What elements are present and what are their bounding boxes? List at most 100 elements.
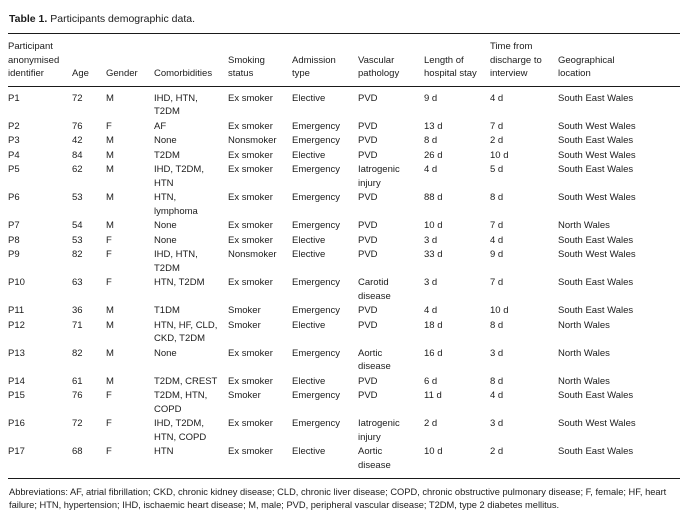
table-row: P17 68 F HTN Ex smoker Elective Aortic disease… [8,445,680,479]
col-header-smoking-status: Smoking status [228,33,292,87]
table-cell: 76 [72,120,83,132]
table-cell: P10 [8,277,25,288]
table-cell: Ex smoker [228,149,273,161]
table-cell: M [106,305,114,316]
table-cell: Emergency [292,192,341,203]
table-cell: Iatrogenic injury [358,418,400,443]
table-cell: Ex smoker [228,220,273,231]
table-row: P7 54 M None Ex smoker Emergency PVD 10 d 7 d Nor… [8,219,680,234]
table-cell: P14 [8,375,25,387]
table-cell: P3 [8,135,20,146]
table-cell: 16 d [424,347,443,359]
table-cell: Emergency [292,135,341,146]
table-cell: IHD, T2DM, HTN [154,164,204,189]
table-cell: Elective [292,234,326,246]
table-cell: 53 [72,234,83,246]
table-cell: 53 [72,192,83,203]
table-cell: T1DM [154,305,180,316]
table-row: P3 42 M None Nonsmoker Emergency PVD 8 d 2 d Sout… [8,134,680,149]
table-row: P12 71 M HTN, HF, CLD, CKD, T2DM Smoker Elect… [8,318,680,346]
table-cell: South West Wales [558,120,636,132]
table-cell: T2DM, HTN, COPD [154,390,208,415]
table-cell: South West Wales [558,192,636,203]
table-cell: Emergency [292,220,341,231]
table-cell: 4 d [490,390,504,401]
table-cell: 10 d [490,149,509,161]
table-cell: 36 [72,305,83,316]
table-cell: F [106,418,112,429]
table-cell: 63 [72,277,83,288]
table-cell: 8 d [490,375,504,387]
table-cell: F [106,277,112,288]
table-cell: PVD [358,234,378,246]
table-cell: P12 [8,319,25,331]
table-cell: South West Wales [558,249,636,260]
table-cell: IHD, T2DM, HTN, COPD [154,418,207,443]
table-cell: 18 d [424,319,443,331]
table-cell: South East Wales [558,164,634,175]
col-header-geographical-location: Geographical location [558,33,680,87]
table-cell: 7 d [490,220,504,231]
table-cell: 7 d [490,120,504,132]
table-cell: 9 d [490,249,504,260]
table-cell: Emergency [292,390,341,401]
table-cell: 4 d [424,164,438,175]
table-cell: Aortic disease [358,446,391,471]
table-cell: 10 d [424,446,443,457]
table-cell: North Wales [558,220,610,231]
table-cell: P9 [8,249,20,260]
table-body: P1 72 M IHD, HTN, T2DM Ex smoker Elective PVD 9… [8,86,680,479]
table-cell: PVD [358,319,378,331]
table-cell: 2 d [424,418,438,429]
table-cell: 68 [72,446,83,457]
table-cell: 8 d [490,319,504,331]
table-cell: Ex smoker [228,277,273,288]
table-cell: Smoker [228,305,261,316]
table-cell: 82 [72,347,83,359]
table-cell: 72 [72,418,83,429]
table-cell: Elective [292,249,326,260]
col-header-length-of-stay: Length of hospital stay [424,33,490,87]
table-cell: Ex smoker [228,347,273,359]
table-cell: PVD [358,120,378,132]
table-cell: None [154,234,177,246]
table-cell: HTN, T2DM [154,277,205,288]
table-row: P8 53 F None Ex smoker Elective PVD 3 d 4 d South… [8,233,680,248]
table-cell: South East Wales [558,234,634,246]
table-cell: 13 d [424,120,443,132]
table-cell: Emergency [292,305,341,316]
col-header-participant-identifier: Participant anonymised identifier [8,33,72,87]
table-cell: Emergency [292,418,341,429]
table-cell: North Wales [558,347,610,359]
table-cell: 5 d [490,164,504,175]
col-header-vascular-pathology: Vascular pathology [358,33,424,87]
table-cell: P6 [8,192,20,203]
table-cell: Elective [292,446,326,457]
table-cell: Elective [292,319,326,331]
table-caption: Table 1. Participants demographic data. [9,13,680,25]
table-cell: P1 [8,92,20,104]
table-cell: Ex smoker [228,418,273,429]
table-cell: Emergency [292,277,341,288]
table-cell: 4 d [424,305,438,316]
table-cell: Elective [292,375,326,387]
table-cell: 10 d [490,305,509,316]
table-cell: 88 d [424,192,443,203]
table-cell: HTN [154,446,174,457]
table-cell: Carotid disease [358,277,391,302]
table-footnote: Abbreviations: AF, atrial fibrillation; … [9,487,667,510]
table-row: P4 84 M T2DM Ex smoker Elective PVD 26 d 10 d Sou… [8,148,680,163]
table-cell: PVD [358,249,378,260]
table-cell: M [106,375,114,387]
table-caption-label: Table 1. [9,13,48,25]
table-cell: PVD [358,375,378,387]
table-cell: 62 [72,164,83,175]
table-cell: P17 [8,446,25,457]
table-cell: P15 [8,390,25,401]
table-cell: M [106,92,114,104]
table-row: P5 62 M IHD, T2DM, HTN Ex smoker Emergency Iat… [8,163,680,191]
table-cell: South East Wales [558,390,634,401]
table-cell: None [154,347,177,359]
table-cell: P8 [8,234,20,246]
table-cell: 8 d [490,192,504,203]
